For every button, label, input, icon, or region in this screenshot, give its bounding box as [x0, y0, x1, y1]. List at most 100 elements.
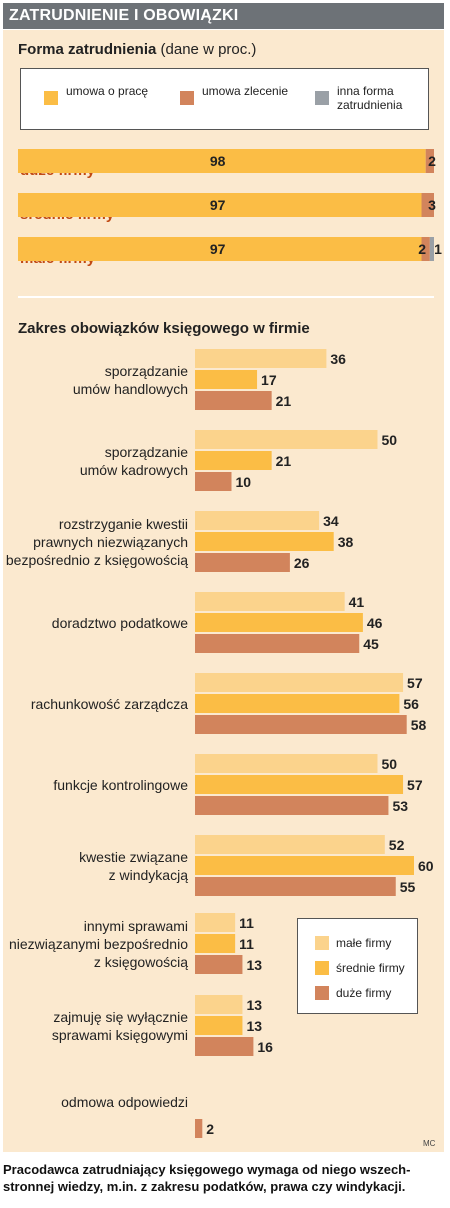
bar	[195, 1037, 254, 1056]
bar-value-label: 13	[246, 1018, 262, 1034]
bar	[195, 835, 385, 854]
bar	[195, 796, 389, 815]
category-label-line: prawnych niezwiązanych	[33, 533, 188, 550]
bar-value-label: 11	[239, 936, 254, 952]
bar-value-label: 36	[330, 351, 346, 367]
bar	[195, 955, 243, 974]
category-label: odmowa odpowiedzi	[61, 1093, 188, 1111]
legend-label-srednie-firmy: średnie firmy	[336, 961, 405, 975]
legend-label-umowa-o-prace: umowa o pracę	[66, 84, 149, 98]
category-label-line: doradztwo podatkowe	[51, 614, 188, 631]
category-label: funkcje kontrolingowe	[53, 776, 188, 794]
bar-value-label: 45	[363, 636, 379, 652]
employment-title: Forma zatrudnienia	[18, 41, 157, 58]
bar	[195, 634, 360, 653]
bar-value-label: 50	[382, 432, 398, 448]
bar-value-label: 46	[367, 615, 383, 631]
stack-value-label: 3	[428, 197, 436, 213]
bar-value-label: 50	[382, 756, 398, 772]
bar	[195, 934, 236, 953]
legend-swatch-duze-firmy	[315, 986, 329, 1000]
stack-value-label: 98	[210, 153, 226, 169]
bar	[195, 532, 334, 551]
bar-value-label: 13	[246, 957, 262, 973]
legend-label-male-firmy: małe firmy	[336, 936, 392, 950]
category-label: doradztwo podatkowe	[52, 614, 188, 632]
stack-segment	[429, 237, 434, 261]
category-label-line: innymi sprawami	[83, 917, 188, 934]
bar	[195, 430, 378, 449]
employment-subtitle: (dane w proc.)	[160, 41, 257, 58]
bar-value-label: 10	[236, 474, 252, 490]
bar-value-label: 56	[403, 696, 419, 712]
category-label-line: niezwiązanymi bezpośrednio	[9, 935, 188, 952]
category-label-line: sprawami księgowymi	[51, 1026, 188, 1043]
bar	[195, 877, 396, 896]
legend-swatch-male-firmy	[315, 936, 329, 950]
legend-swatch-umowa-o-prace	[44, 91, 58, 105]
category-label-line: rachunkowość zarządcza	[30, 695, 188, 712]
stack-value-label: 97	[210, 241, 226, 257]
bar	[195, 511, 320, 530]
category-label: rozstrzyganie kwestii prawnych niezwiązan…	[6, 515, 188, 569]
bar-value-label: 16	[257, 1039, 273, 1055]
category-label-line: funkcje kontrolingowe	[53, 776, 188, 793]
legend-label-umowa-zlecenie: umowa zlecenie	[202, 84, 289, 98]
bar-value-label: 57	[407, 777, 423, 793]
bar	[195, 613, 363, 632]
bar	[195, 349, 327, 368]
stack-segment	[18, 193, 422, 217]
stack-segment	[18, 149, 426, 173]
category-label-line: umów handlowych	[72, 380, 188, 397]
bar-value-label: 57	[407, 675, 423, 691]
bar	[195, 451, 272, 470]
legend-label-inna-forma: inna forma zatrudnienia	[337, 84, 403, 112]
category-label-line: sporządzanie	[104, 443, 188, 460]
category-label-line: umów kadrowych	[79, 461, 188, 478]
category-label: zajmuję się wyłącznie sprawami księgowymi	[52, 1008, 188, 1044]
category-label-line: bezpośrednio z księgowością	[5, 551, 188, 568]
category-label-line: sporządzanie	[104, 362, 188, 379]
caption: Pracodawca zatrudniający księgowego wyma…	[3, 1162, 411, 1194]
bar	[195, 1119, 203, 1138]
bar-value-label: 41	[349, 594, 365, 610]
bar	[195, 913, 236, 932]
bar	[195, 553, 290, 572]
stack-value-label: 2	[428, 153, 436, 169]
bar-value-label: 58	[411, 717, 427, 733]
category-label: rachunkowość zarządcza	[31, 695, 188, 713]
bar-value-label: 11	[239, 915, 254, 931]
bar-value-label: 13	[246, 997, 262, 1013]
stack-value-label: 2	[418, 241, 426, 257]
stack-segment	[421, 193, 434, 217]
bar-value-label: 52	[389, 837, 405, 853]
stack-segment	[421, 237, 430, 261]
stack-value-label: 97	[210, 197, 226, 213]
bar-value-label: 21	[276, 453, 292, 469]
legend-swatch-srednie-firmy	[315, 961, 329, 975]
bar-value-label: 26	[294, 555, 310, 571]
bar	[195, 391, 272, 410]
author-credit: MC	[423, 1139, 436, 1148]
bar	[195, 775, 404, 794]
category-label-line: z księgowością	[93, 953, 188, 970]
bar-value-label: 21	[276, 393, 292, 409]
category-label-line: rozstrzyganie kwestii	[58, 515, 188, 532]
bar-value-label: 38	[338, 534, 354, 550]
stack-segment	[425, 149, 434, 173]
legend-label-duze-firmy: duże firmy	[336, 986, 392, 1000]
bar-value-label: 60	[418, 858, 434, 874]
bar	[195, 472, 232, 491]
bar	[195, 694, 400, 713]
section-title-duties: Zakres obowiązków księgowego w firmie	[18, 320, 310, 337]
bar	[195, 995, 243, 1014]
category-label: innymi sprawami niezwiązanymi bezpośredni…	[9, 917, 188, 971]
section-divider	[18, 296, 434, 298]
bar	[195, 715, 407, 734]
category-label-line: odmowa odpowiedzi	[61, 1094, 188, 1110]
category-label-line: kwestie związane	[79, 848, 188, 865]
category-label: kwestie związane z windykacją	[79, 848, 188, 884]
bar	[195, 370, 258, 389]
category-label: sporządzanie umów kadrowych	[80, 443, 188, 479]
